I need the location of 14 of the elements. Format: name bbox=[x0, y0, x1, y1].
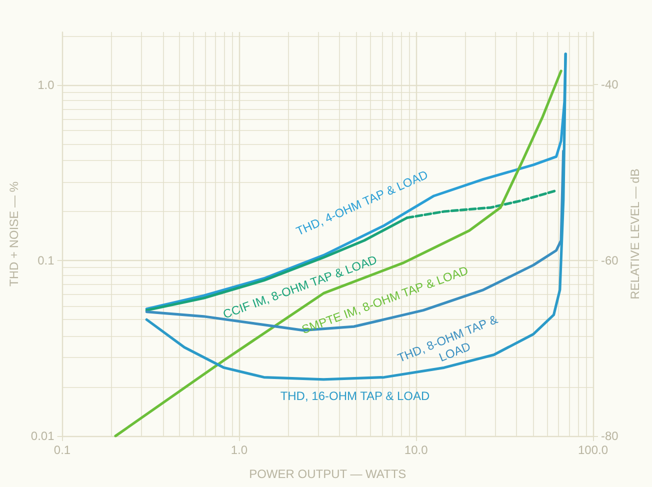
y2-tick-label: -40 bbox=[601, 78, 619, 92]
x-axis-title: POWER OUTPUT — WATTS bbox=[249, 467, 406, 481]
y-tick-label: 0.1 bbox=[38, 253, 55, 268]
y-tick-label: 1.0 bbox=[38, 78, 55, 92]
x-tick-label: 10.0 bbox=[404, 443, 428, 457]
x-tick-label: 100.0 bbox=[578, 443, 608, 457]
y-tick-label: 0.01 bbox=[30, 429, 55, 443]
series-label: THD, 16-OHM TAP & LOAD bbox=[280, 389, 430, 403]
y-axis-title: THD + NOISE — % bbox=[7, 181, 21, 287]
y2-axis-title: RELATIVE LEVEL — dB bbox=[628, 168, 642, 300]
y2-tick-label: -60 bbox=[601, 253, 619, 268]
x-tick-label: 0.1 bbox=[54, 443, 71, 457]
x-tick-label: 1.0 bbox=[230, 443, 248, 457]
y2-tick-label: -80 bbox=[601, 429, 619, 443]
